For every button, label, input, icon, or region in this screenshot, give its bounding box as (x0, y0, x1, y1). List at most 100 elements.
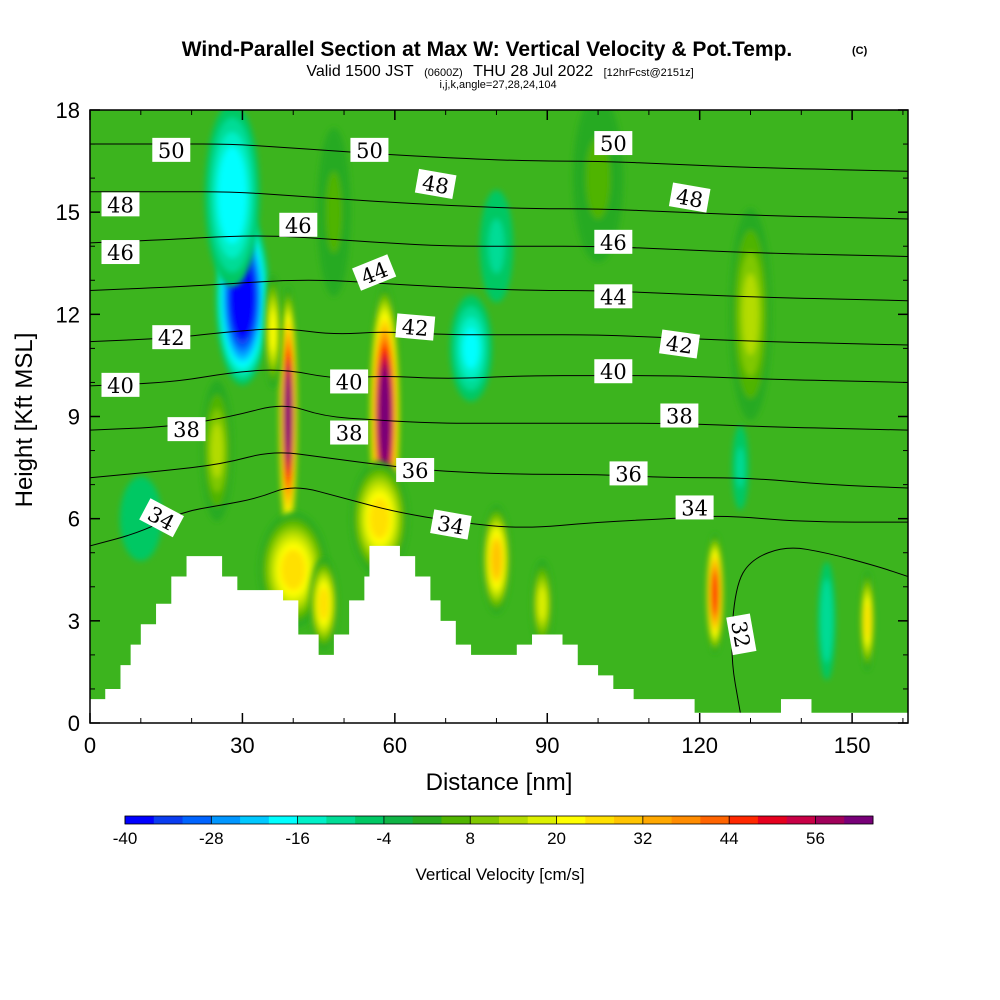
chart-subtitle: Valid 1500 JST (0600Z) THU 28 Jul 2022 [… (306, 63, 693, 80)
x-tick-label: 120 (681, 733, 718, 758)
colorbar-swatch (125, 816, 155, 824)
colorbar-swatch (441, 816, 471, 824)
terrain (90, 545, 908, 723)
velocity-cell (204, 110, 260, 288)
contour-label: 50 (594, 131, 633, 156)
contour-label: 42 (152, 325, 191, 350)
y-axis-title: Height [Kft MSL] (11, 333, 38, 508)
velocity-band (222, 161, 243, 230)
contour-label-box (594, 284, 633, 309)
contour-label-box (396, 457, 435, 482)
contour-label-box (594, 131, 633, 156)
contour-label-box (152, 325, 191, 350)
velocity-cell (729, 208, 772, 421)
velocity-band (711, 573, 718, 615)
velocity-cell (368, 285, 401, 548)
contour-label: 48 (101, 192, 140, 217)
velocity-band (269, 310, 276, 352)
valid-date: THU 28 Jul 2022 (473, 63, 593, 80)
contour-label-box (101, 240, 140, 265)
colorbar-swatch (527, 816, 558, 824)
colorbar-tick-label: -16 (285, 829, 310, 848)
colorbar-tick-label: 44 (720, 829, 739, 848)
velocity-cell (264, 274, 282, 388)
contour-label-box (101, 192, 140, 217)
colorbar-swatch (326, 816, 356, 824)
colorbar-swatch (757, 816, 788, 824)
theta-contour-34 (90, 487, 908, 547)
colorbar-swatch (412, 816, 442, 824)
contour-label-text: 38 (173, 418, 200, 442)
theta-contour-36 (90, 452, 908, 489)
contour-label-box (350, 137, 389, 162)
forecast-info: [12hrFcst@2151z] (604, 67, 694, 79)
theta-contour-42 (90, 328, 908, 346)
velocity-band (585, 137, 611, 219)
valid-time-utc: (0600Z) (424, 67, 463, 79)
colorbar-swatch (153, 816, 184, 824)
contour-label: 46 (279, 212, 318, 238)
contour-label: 46 (101, 240, 140, 265)
colorbar-tick-label: -28 (199, 829, 224, 848)
velocity-band (284, 372, 292, 461)
x-tick-label: 30 (230, 733, 254, 758)
colorbar-swatch (786, 816, 816, 824)
y-tick-label: 18 (56, 98, 80, 123)
contour-label: 50 (350, 137, 389, 163)
colorbar-title: Vertical Velocity [cm/s] (415, 865, 584, 884)
contour-label: 40 (101, 372, 140, 398)
velocity-band (462, 327, 480, 369)
contour-label-text: 42 (664, 331, 694, 358)
colorbar-swatch (585, 816, 615, 824)
theta-contour-48 (90, 191, 908, 220)
contour-label-box (675, 495, 714, 520)
contour-label-box (430, 509, 472, 540)
velocity-band (281, 549, 306, 591)
theta-contour-46 (90, 235, 908, 257)
contour-label-box (594, 359, 633, 384)
contour-label: 40 (330, 369, 369, 394)
contour-label-text: 50 (600, 132, 627, 156)
colorbar-swatch (268, 816, 299, 824)
contour-label: 44 (594, 284, 633, 309)
velocity-band (742, 273, 759, 356)
velocity-cell (317, 127, 351, 297)
contour-label-box (330, 369, 369, 394)
colorbar-tick-label: -4 (376, 829, 391, 848)
theta-contour-50 (90, 143, 908, 172)
colorbar-swatch (297, 816, 327, 824)
contour-label: 32 (726, 613, 757, 656)
contour-label-text: 48 (420, 171, 450, 199)
colorbar-swatch (470, 816, 500, 824)
colorbar-swatch (355, 816, 385, 824)
contour-label-box (668, 182, 711, 213)
colorbar-tick-label: -40 (113, 829, 138, 848)
velocity-cell (731, 425, 749, 510)
colorbar-swatch (556, 816, 586, 824)
contour-label-box (167, 417, 206, 442)
contour-label-text: 46 (107, 241, 134, 265)
colorbar-swatch (211, 816, 241, 824)
colorbar-swatch (642, 816, 673, 824)
copyright-mark: (C) (852, 45, 868, 57)
contour-label-text: 32 (726, 619, 754, 649)
velocity-cell (531, 559, 554, 648)
contour-label-text: 40 (336, 370, 363, 394)
theta-contour-32 (731, 547, 908, 713)
x-tick-label: 60 (383, 733, 407, 758)
velocity-band (210, 423, 224, 478)
y-tick-label: 6 (68, 507, 80, 532)
velocity-cell (705, 533, 724, 654)
contour-label-text: 42 (158, 326, 185, 350)
contour-label: 40 (594, 359, 633, 384)
velocity-cell (201, 379, 233, 522)
contour-label: 42 (659, 329, 700, 359)
contour-label-text: 48 (107, 193, 134, 217)
colorbar-tick-label: 20 (547, 829, 566, 848)
contour-label-text: 34 (681, 496, 708, 520)
colorbar-swatch (499, 816, 529, 824)
contour-label-box (414, 168, 457, 200)
